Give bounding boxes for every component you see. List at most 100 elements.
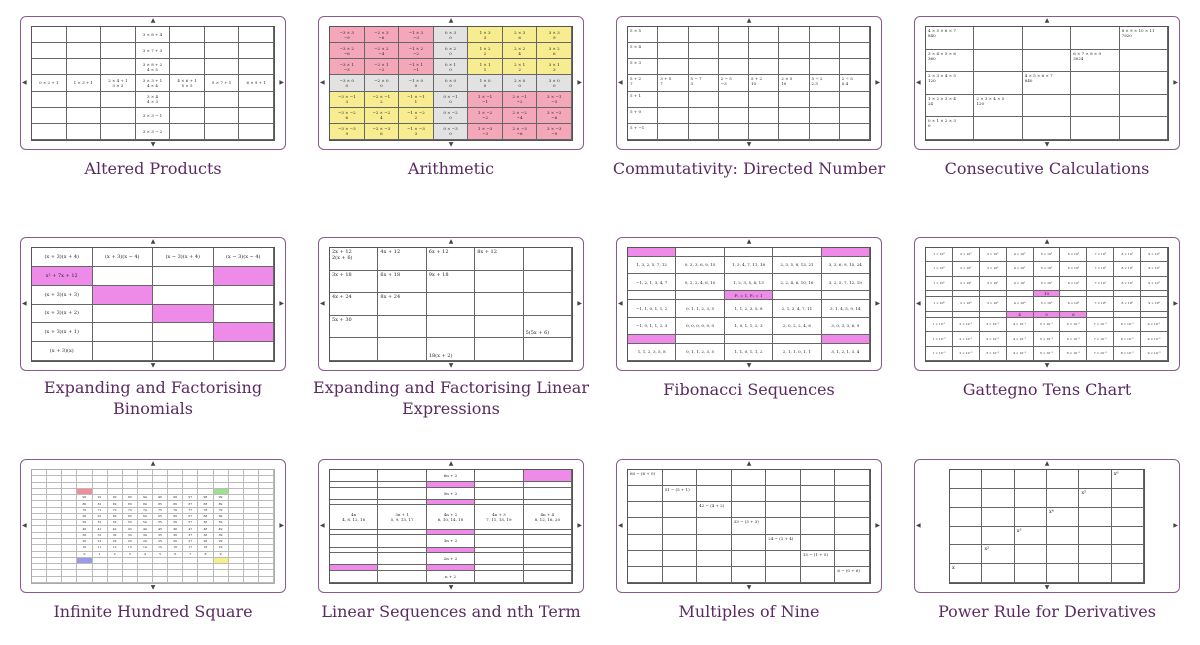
grid-cell: 0 × −1 0 — [433, 91, 469, 108]
arrow-right-icon[interactable]: ▶ — [1173, 79, 1178, 86]
arrow-up-icon[interactable]: ▲ — [1044, 238, 1050, 245]
card-title[interactable]: Arithmetic — [407, 159, 495, 178]
card-title[interactable]: Power Rule for Derivatives — [938, 602, 1156, 621]
card-title[interactable]: Consecutive Calculations — [944, 159, 1150, 178]
card-title[interactable]: Expanding and Factorising Binomials — [43, 378, 263, 418]
card-title[interactable]: Infinite Hundred Square — [53, 602, 253, 621]
arrow-left-icon[interactable]: ◀ — [916, 522, 921, 529]
card-title[interactable]: Altered Products — [84, 159, 222, 178]
arrow-down-icon[interactable]: ▼ — [1044, 141, 1050, 148]
card-title[interactable]: Fibonacci Sequences — [663, 380, 835, 399]
grid-cell: 77 — [183, 507, 199, 514]
card-altered-products[interactable]: ▲ ▼ ◀ ▶ 3 × 8 + 4 3 × 7 + 3 3 × 8 + 2 4 … — [20, 16, 286, 178]
card-title[interactable]: Expanding and Factorising Linear Express… — [313, 378, 589, 418]
arrow-down-icon[interactable]: ▼ — [448, 141, 454, 148]
arrow-up-icon[interactable]: ▲ — [1044, 17, 1050, 24]
card-linear-expressions[interactable]: ▲ ▼ ◀ ▶ 2x + 12 2(x + 6) 4x + 12 6x + 12 8x… — [313, 237, 589, 418]
card-multiples-nine[interactable]: ▲ ▼ ◀ ▶ 60 − (6 + 0) 51 − (5 + 1) 42 − (… — [616, 459, 882, 621]
arrow-down-icon[interactable]: ▼ — [1044, 584, 1050, 591]
arrow-down-icon[interactable]: ▼ — [746, 362, 752, 369]
card-binomials[interactable]: ▲ ▼ ◀ ▶ (x + 3)(x + 4) (x + 3)(x − 4) (x −… — [20, 237, 286, 418]
arrow-right-icon[interactable]: ▶ — [1173, 300, 1178, 307]
arrow-down-icon[interactable]: ▼ — [448, 362, 454, 369]
arrow-left-icon[interactable]: ◀ — [916, 300, 921, 307]
arrow-right-icon[interactable]: ▶ — [577, 300, 582, 307]
thumbnail-arithmetic[interactable]: ▲ ▼ ◀ ▶ −3 × 3 −9 −2 × 3 −6 −1 × 3 −3 0 × 3… — [318, 16, 584, 150]
card-fibonacci[interactable]: ▲ ▼ ◀ ▶ 1, 3, 2, 5, 7, 12 0, 3, 3, 6, 9, … — [616, 237, 882, 399]
thumbnail-linear-expressions[interactable]: ▲ ▼ ◀ ▶ 2x + 12 2(x + 6) 4x + 12 6x + 12 8x… — [318, 237, 584, 371]
thumbnail-linear-sequences[interactable]: ▲ ▼ ◀ ▶ 6n + 2 5n + 2 4n 4, 8, 12, 16 3n … — [318, 459, 584, 593]
arrow-up-icon[interactable]: ▲ — [150, 17, 156, 24]
arrow-left-icon[interactable]: ◀ — [22, 300, 27, 307]
arrow-right-icon[interactable]: ▶ — [577, 522, 582, 529]
arrow-left-icon[interactable]: ◀ — [22, 522, 27, 529]
thumbnail-consecutive[interactable]: ▲ ▼ ◀ ▶ 4 × 5 × 6 × 7 840 8 × 9 × 10 × 11… — [914, 16, 1180, 150]
thumbnail-hundred-square[interactable]: ▲ ▼ ◀ ▶ 90 91 92 93 94 95 96 97 98 99 80 81 82 83 84 85… — [20, 459, 286, 593]
card-power-rule[interactable]: ▲ ▼ ◀ ▶ x⁶ x⁵ x⁴ x³ x² x Power Rule for … — [914, 459, 1180, 621]
arrow-down-icon[interactable]: ▼ — [746, 584, 752, 591]
grid-cell: 19 — [213, 545, 229, 552]
grid-cell: 8 × 9 × 10 × 11 7920 — [1119, 27, 1168, 50]
arrow-left-icon[interactable]: ◀ — [320, 79, 325, 86]
arrow-right-icon[interactable]: ▶ — [279, 300, 284, 307]
arrow-right-icon[interactable]: ▶ — [875, 79, 880, 86]
arrow-left-icon[interactable]: ◀ — [320, 522, 325, 529]
arrow-down-icon[interactable]: ▼ — [150, 584, 156, 591]
arrow-down-icon[interactable]: ▼ — [448, 584, 454, 591]
thumbnail-gattegno[interactable]: ▲ ▼ ◀ ▶ 1 × 10³ 2 × 10³ 3 × 10³ 4 × 10³ 5 × … — [914, 237, 1180, 371]
grid-cell: x² + 7x + 12 — [32, 266, 93, 286]
arrow-right-icon[interactable]: ▶ — [875, 300, 880, 307]
card-title[interactable]: Gattegno Tens Chart — [962, 380, 1132, 399]
arrow-down-icon[interactable]: ▼ — [150, 141, 156, 148]
arrow-up-icon[interactable]: ▲ — [746, 460, 752, 467]
arrow-right-icon[interactable]: ▶ — [875, 522, 880, 529]
binomials-grid: (x + 3)(x + 4) (x + 3)(x − 4) (x − 3)(x + … — [31, 247, 275, 362]
arrow-down-icon[interactable]: ▼ — [150, 362, 156, 369]
thumbnail-binomials[interactable]: ▲ ▼ ◀ ▶ (x + 3)(x + 4) (x + 3)(x − 4) (x −… — [20, 237, 286, 371]
thumbnail-power-rule[interactable]: ▲ ▼ ◀ ▶ x⁶ x⁵ x⁴ x³ x² x — [914, 459, 1180, 593]
grid-cell: 21 — [92, 539, 108, 546]
grid-cell: 4 × 10⁻³ — [1006, 346, 1034, 361]
thumbnail-altered-products[interactable]: ▲ ▼ ◀ ▶ 3 × 8 + 4 3 × 7 + 3 3 × 8 + 2 4 … — [20, 16, 286, 150]
arrow-up-icon[interactable]: ▲ — [448, 17, 454, 24]
grid-cell: 62 — [107, 513, 123, 521]
arrow-up-icon[interactable]: ▲ — [1044, 460, 1050, 467]
grid-cell: −3 × −1 3 — [330, 91, 365, 108]
arrow-left-icon[interactable]: ◀ — [916, 79, 921, 86]
arrow-up-icon[interactable]: ▲ — [448, 460, 454, 467]
arrow-up-icon[interactable]: ▲ — [746, 17, 752, 24]
arrow-right-icon[interactable]: ▶ — [279, 522, 284, 529]
card-arithmetic[interactable]: ▲ ▼ ◀ ▶ −3 × 3 −9 −2 × 3 −6 −1 × 3 −3 0 × 3… — [318, 16, 584, 178]
arrow-up-icon[interactable]: ▲ — [448, 238, 454, 245]
arrow-up-icon[interactable]: ▲ — [150, 238, 156, 245]
arrow-left-icon[interactable]: ◀ — [320, 300, 325, 307]
card-title[interactable]: Linear Sequences and nth Term — [321, 602, 581, 621]
arrow-down-icon[interactable]: ▼ — [746, 141, 752, 148]
card-linear-sequences[interactable]: ▲ ▼ ◀ ▶ 6n + 2 5n + 2 4n 4, 8, 12, 16 3n … — [318, 459, 584, 621]
grid-cell: 50 — [77, 520, 93, 527]
card-gattegno[interactable]: ▲ ▼ ◀ ▶ 1 × 10³ 2 × 10³ 3 × 10³ 4 × 10³ 5 × … — [914, 237, 1180, 399]
thumbnail-multiples-nine[interactable]: ▲ ▼ ◀ ▶ 60 − (6 + 0) 51 − (5 + 1) 42 − (… — [616, 459, 882, 593]
arrow-up-icon[interactable]: ▲ — [746, 238, 752, 245]
card-title[interactable]: Multiples of Nine — [678, 602, 820, 621]
arrow-left-icon[interactable]: ◀ — [618, 79, 623, 86]
grid-cell: 5 × 10⁻² — [1033, 332, 1061, 347]
card-consecutive[interactable]: ▲ ▼ ◀ ▶ 4 × 5 × 6 × 7 840 8 × 9 × 10 × 11… — [914, 16, 1180, 178]
card-title[interactable]: Commutativity: Directed Number — [612, 159, 886, 178]
card-hundred-square[interactable]: ▲ ▼ ◀ ▶ 90 91 92 93 94 95 96 97 98 99 80 81 82 83 84 85… — [20, 459, 286, 621]
grid-cell: 5 × 10¹ — [1033, 276, 1061, 291]
thumbnail-fibonacci[interactable]: ▲ ▼ ◀ ▶ 1, 3, 2, 5, 7, 12 0, 3, 3, 6, 9, … — [616, 237, 882, 371]
grid-cell: 40 — [77, 526, 93, 533]
arrow-left-icon[interactable]: ◀ — [618, 300, 623, 307]
arrow-right-icon[interactable]: ▶ — [577, 79, 582, 86]
arrow-up-icon[interactable]: ▲ — [150, 460, 156, 467]
arrow-left-icon[interactable]: ◀ — [22, 79, 27, 86]
arrow-right-icon[interactable]: ▶ — [279, 79, 284, 86]
grid-cell: 79 — [213, 507, 229, 514]
arrow-left-icon[interactable]: ◀ — [618, 522, 623, 529]
arrow-down-icon[interactable]: ▼ — [1044, 362, 1050, 369]
grid-cell: 9 × 10⁻² — [1141, 332, 1168, 347]
arrow-right-icon[interactable]: ▶ — [1173, 522, 1178, 529]
